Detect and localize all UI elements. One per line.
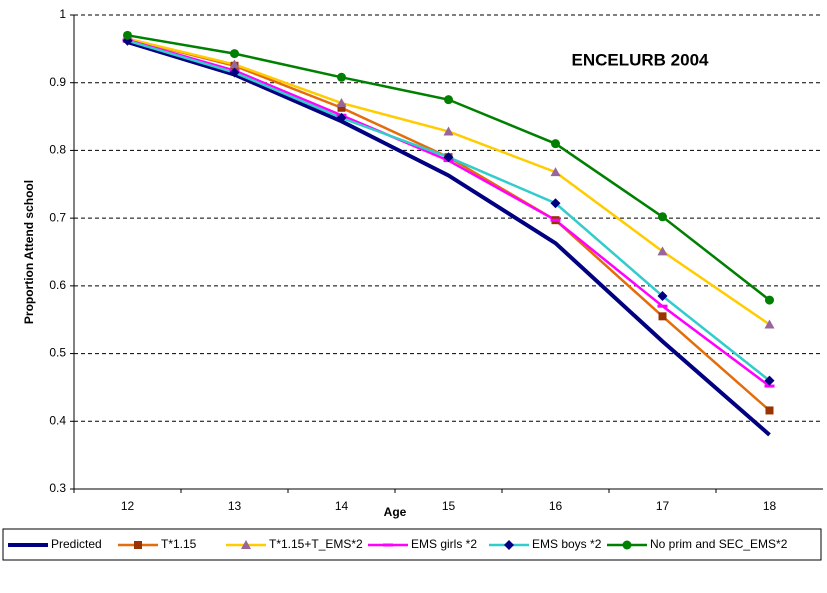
marker xyxy=(383,543,393,547)
marker xyxy=(241,540,251,549)
marker xyxy=(764,319,775,329)
x-tick-label: 12 xyxy=(121,499,135,513)
x-tick-label: 17 xyxy=(656,499,670,513)
y-tick-label: 1 xyxy=(59,7,66,21)
x-tick-label: 18 xyxy=(763,499,777,513)
marker xyxy=(657,291,668,302)
marker xyxy=(134,541,142,549)
x-tick-label: 15 xyxy=(442,499,456,513)
marker xyxy=(336,98,347,108)
x-tick-label: 16 xyxy=(549,499,563,513)
marker xyxy=(550,167,561,177)
marker xyxy=(658,212,667,222)
legend-label: No prim and SEC_EMS*2 xyxy=(650,537,788,551)
marker xyxy=(443,152,454,163)
y-tick-label: 0.7 xyxy=(49,210,66,224)
series-line xyxy=(127,39,771,382)
y-tick-label: 0.8 xyxy=(49,143,66,157)
marker xyxy=(337,72,346,82)
marker xyxy=(123,30,132,40)
series-line xyxy=(127,34,771,302)
marker xyxy=(444,95,453,105)
legend-label: EMS boys *2 xyxy=(532,537,602,551)
y-axis-label: Proportion Attend school xyxy=(22,180,36,324)
y-tick-label: 0.9 xyxy=(49,75,66,89)
series-line xyxy=(127,37,771,326)
marker xyxy=(658,312,667,321)
chart-title: ENCELURB 2004 xyxy=(572,50,710,69)
marker xyxy=(551,139,560,149)
series-line xyxy=(127,38,771,388)
legend-label: Predicted xyxy=(51,537,102,551)
legend-label: T*1.15 xyxy=(161,537,197,551)
x-tick-label: 13 xyxy=(228,499,242,513)
marker xyxy=(504,540,514,550)
marker xyxy=(764,384,775,388)
legend-label: T*1.15+T_EMS*2 xyxy=(269,537,363,551)
marker xyxy=(764,375,775,386)
marker xyxy=(443,126,454,136)
y-tick-label: 0.6 xyxy=(49,278,66,292)
x-tick-label: 14 xyxy=(335,499,349,513)
marker xyxy=(657,304,668,308)
marker xyxy=(765,295,774,305)
marker xyxy=(230,49,239,59)
y-tick-label: 0.3 xyxy=(49,481,66,495)
marker xyxy=(550,218,561,222)
marker xyxy=(550,198,561,209)
x-axis-label: Age xyxy=(384,505,407,519)
legend-box xyxy=(2,528,822,561)
marker xyxy=(337,103,346,112)
marker xyxy=(622,540,632,550)
marker xyxy=(229,67,240,78)
marker xyxy=(765,406,774,415)
y-tick-label: 0.4 xyxy=(49,413,66,427)
legend-label: EMS girls *2 xyxy=(411,537,477,551)
marker xyxy=(657,246,668,256)
y-tick-label: 0.5 xyxy=(49,346,66,360)
marker xyxy=(336,112,347,123)
marker xyxy=(229,59,240,69)
